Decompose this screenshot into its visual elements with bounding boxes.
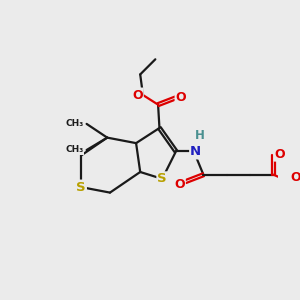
Text: CH₃: CH₃ [66, 119, 84, 128]
Text: O: O [174, 178, 185, 191]
Text: O: O [290, 171, 300, 184]
Text: CH₃: CH₃ [66, 146, 84, 154]
Text: S: S [76, 181, 86, 194]
Text: O: O [176, 91, 186, 104]
Text: O: O [132, 88, 143, 101]
Text: N: N [190, 146, 201, 158]
Text: S: S [158, 172, 167, 185]
Text: O: O [274, 148, 285, 160]
Text: H: H [195, 129, 205, 142]
